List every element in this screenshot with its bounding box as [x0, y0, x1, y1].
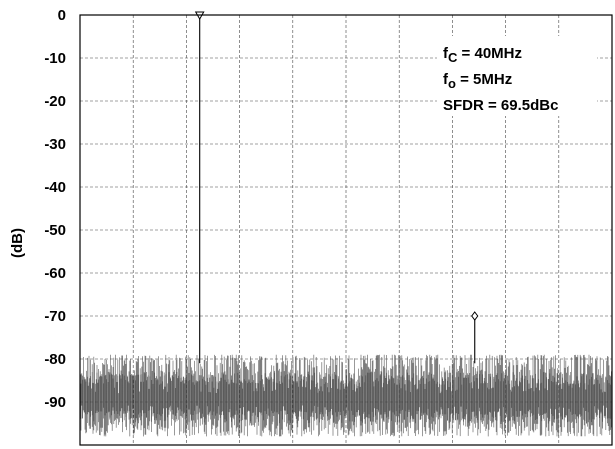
y-tick-label: 0	[58, 7, 66, 24]
noise-floor	[80, 354, 612, 437]
y-tick-label: -30	[44, 136, 66, 153]
annotation-line: fC = 40MHz	[443, 45, 522, 65]
noise-floor-core	[80, 371, 611, 424]
annotation-background	[437, 36, 597, 116]
y-tick-labels: 0 -10 -20 -30 -40 -50 -60 -70 -80 -90	[44, 7, 66, 411]
y-tick-label: -10	[44, 50, 66, 67]
plot-frame	[79, 14, 613, 446]
y-tick-label: -20	[44, 93, 66, 110]
annotation-box: fC = 40MHz fo = 5MHz SFDR = 69.5dBc	[437, 36, 597, 116]
signal-traces	[194, 11, 479, 364]
y-tick-label: -80	[44, 351, 66, 368]
y-axis-label: (dB)	[9, 228, 26, 258]
spur-marker	[471, 311, 479, 321]
y-tick-label: -50	[44, 222, 66, 239]
y-tick-label: -90	[44, 394, 66, 411]
y-tick-label: -60	[44, 265, 66, 282]
y-tick-label: -40	[44, 179, 66, 196]
y-tick-label: -70	[44, 308, 66, 325]
annotation-line: SFDR = 69.5dBc	[443, 97, 558, 114]
annotation-line: fo = 5MHz	[443, 71, 512, 91]
